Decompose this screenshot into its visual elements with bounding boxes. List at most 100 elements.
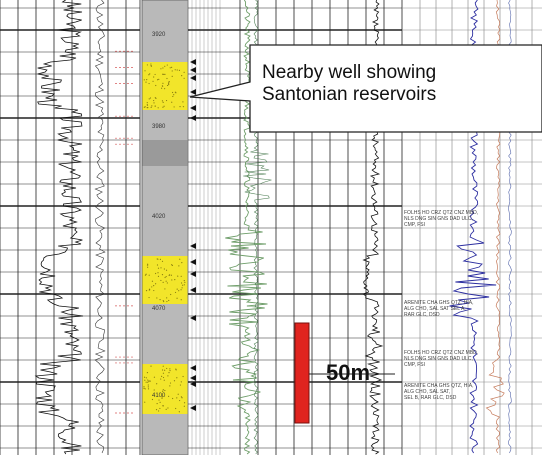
sand-stipple bbox=[163, 268, 165, 270]
sand-stipple bbox=[173, 380, 176, 382]
core-marker-triangle bbox=[190, 259, 196, 265]
sand-stipple bbox=[172, 397, 174, 400]
sand-stipple bbox=[161, 396, 163, 398]
sand-stipple bbox=[157, 275, 160, 277]
sand-stipple bbox=[153, 99, 155, 102]
sand-stipple bbox=[169, 385, 171, 387]
sand-stipple bbox=[151, 398, 154, 401]
sand-stipple bbox=[155, 84, 157, 87]
core-marker-triangle bbox=[190, 271, 196, 277]
sand-stipple bbox=[161, 85, 164, 87]
sand-stipple bbox=[182, 284, 184, 286]
sand-stipple bbox=[169, 368, 171, 370]
sand-stipple bbox=[161, 273, 164, 276]
sand-stipple bbox=[183, 280, 185, 282]
tick-markers bbox=[190, 59, 196, 411]
sand-stipple bbox=[162, 299, 164, 302]
sand-stipple bbox=[175, 369, 177, 371]
sand-stipple bbox=[147, 263, 149, 265]
reservoir-sand-interval bbox=[142, 103, 188, 110]
sand-stipple bbox=[176, 377, 178, 379]
sand-stipple bbox=[146, 104, 149, 106]
sand-stipple bbox=[146, 64, 149, 66]
sand-stipple bbox=[145, 81, 147, 83]
sand-stipple bbox=[162, 372, 165, 374]
sand-stipple bbox=[145, 381, 147, 383]
sand-stipple bbox=[153, 76, 155, 78]
sand-stipple bbox=[146, 107, 148, 109]
sand-stipple bbox=[179, 399, 181, 402]
sand-stipple bbox=[180, 282, 183, 284]
sand-stipple bbox=[166, 297, 168, 299]
sand-stipple bbox=[160, 378, 162, 380]
sand-stipple bbox=[174, 69, 176, 71]
sand-stipple bbox=[159, 407, 161, 410]
sand-stipple bbox=[148, 98, 150, 100]
sand-stipple bbox=[168, 395, 170, 398]
sand-stipple bbox=[146, 102, 148, 104]
sand-stipple bbox=[180, 381, 182, 383]
sand-stipple bbox=[178, 411, 180, 413]
sand-stipple bbox=[168, 84, 170, 86]
sand-stipple bbox=[156, 79, 159, 81]
sand-stipple bbox=[147, 388, 150, 390]
sand-stipple bbox=[171, 70, 173, 72]
callout-line-1: Nearby well showing bbox=[262, 62, 437, 83]
sand-stipple bbox=[153, 102, 155, 104]
sand-stipple bbox=[143, 79, 145, 81]
sand-stipple bbox=[171, 75, 173, 77]
sand-stipple bbox=[176, 69, 178, 71]
sand-stipple bbox=[168, 299, 170, 302]
sand-stipple bbox=[144, 106, 146, 108]
sand-stipple bbox=[151, 105, 153, 107]
sand-stipple bbox=[183, 77, 185, 79]
sand-stipple bbox=[164, 276, 166, 279]
sand-stipple bbox=[153, 285, 155, 287]
callout-bubble bbox=[189, 44, 542, 133]
sand-stipple bbox=[176, 397, 178, 399]
sand-stipple bbox=[143, 376, 146, 378]
sand-stipple bbox=[160, 279, 162, 282]
sand-stipple bbox=[162, 389, 164, 391]
scale-bar bbox=[294, 322, 310, 424]
sand-stipple bbox=[166, 84, 169, 87]
core-marker-triangle bbox=[190, 59, 196, 65]
scale-label: 50m bbox=[326, 360, 371, 385]
left-log-curve-2 bbox=[94, 0, 106, 454]
sand-stipple bbox=[151, 280, 154, 282]
sand-stipple bbox=[161, 375, 163, 377]
sand-stipple bbox=[144, 274, 147, 276]
sand-stipple bbox=[159, 299, 161, 301]
sand-stipple bbox=[160, 68, 162, 70]
sand-stipple bbox=[171, 279, 173, 281]
core-marker-triangle bbox=[190, 115, 196, 121]
sand-stipple bbox=[159, 258, 161, 261]
sand-stipple bbox=[180, 275, 182, 277]
sand-stipple bbox=[162, 390, 164, 392]
sand-stipple bbox=[146, 372, 149, 374]
lithology-column bbox=[141, 0, 189, 455]
sand-stipple bbox=[170, 274, 172, 276]
sand-stipple bbox=[171, 91, 174, 94]
sand-stipple bbox=[179, 384, 182, 386]
sand-stipple bbox=[153, 289, 155, 292]
sand-stipple bbox=[183, 402, 186, 404]
sand-stipple bbox=[143, 386, 145, 388]
sand-stipple bbox=[148, 74, 150, 76]
sand-stipple bbox=[174, 291, 177, 294]
sand-stipple bbox=[181, 287, 183, 289]
sand-stipple bbox=[183, 284, 185, 286]
sand-stipple bbox=[158, 399, 160, 401]
reservoir-sand-interval bbox=[142, 256, 188, 304]
sand-stipple bbox=[180, 299, 182, 301]
sand-stipple bbox=[152, 80, 154, 82]
sand-stipple bbox=[162, 281, 164, 283]
sand-stipple bbox=[161, 397, 163, 399]
sand-stipple bbox=[161, 260, 164, 262]
sand-stipple bbox=[165, 269, 168, 271]
sand-stipple bbox=[154, 73, 156, 76]
sand-stipple bbox=[144, 70, 146, 72]
core-marker-triangle bbox=[190, 365, 196, 371]
core-marker-triangle bbox=[190, 315, 196, 321]
core-marker-triangle bbox=[190, 375, 196, 381]
